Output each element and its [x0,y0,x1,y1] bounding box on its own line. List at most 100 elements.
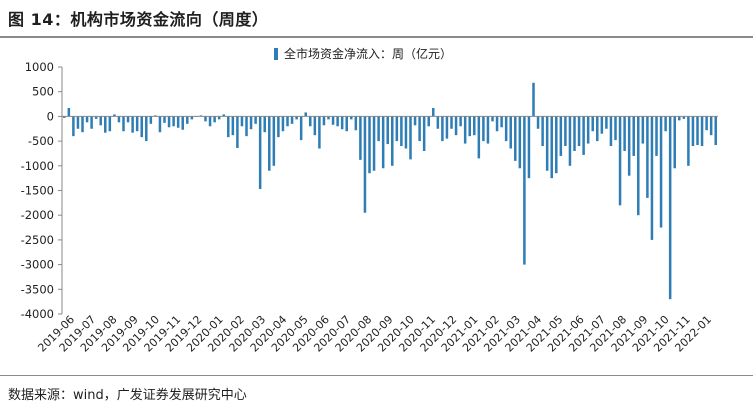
y-tick-label: -3000 [21,258,54,272]
bar [158,116,162,133]
bar [555,116,558,174]
bar [673,116,676,169]
bar [486,116,490,144]
legend-swatch [274,48,278,60]
bar [432,108,435,117]
y-tick-label: -1500 [21,184,54,198]
bar [94,116,98,119]
bar [231,116,235,136]
bar [605,116,608,129]
bar [609,116,613,147]
bar [627,116,631,176]
bar [126,116,130,123]
bar [482,116,485,142]
bar [400,116,403,147]
bar [427,116,430,127]
bar [131,116,134,133]
bar [664,116,667,132]
bar [304,112,307,117]
bar [659,116,663,228]
bar [386,116,389,145]
bar [441,116,444,142]
bar [655,116,658,156]
bar [99,116,102,126]
y-tick-label: -2500 [21,233,54,247]
bar [514,116,517,161]
bar [222,114,225,117]
bar [249,116,253,130]
bar [623,116,626,151]
bar [108,116,112,132]
bar [445,116,449,139]
bar [313,116,317,136]
bar [186,116,189,124]
bar [359,116,362,160]
bar [277,116,280,138]
figure-title: 图 14：机构市场资金流向（周度） [8,10,269,29]
bar [67,108,71,117]
bar [518,116,522,169]
bar [459,116,462,127]
bar-series [63,82,717,300]
bar [135,116,139,132]
bar [104,116,107,133]
bar [204,116,207,122]
bar [500,116,503,128]
bar [172,116,175,127]
bar [240,116,244,127]
bar [190,116,194,120]
y-tick-label: 500 [32,85,54,99]
bar [559,116,563,156]
bar [696,116,699,146]
bar [258,116,262,190]
bar [213,116,216,123]
bar [236,116,239,149]
bar [281,116,285,132]
bar [454,116,458,136]
bar [545,116,549,171]
bar [167,116,171,128]
bar [336,116,339,127]
bar [391,116,394,166]
bar [550,116,553,179]
bar [682,116,686,119]
bar [573,116,576,151]
bar [63,116,66,118]
bar [473,116,476,136]
bar [340,116,344,130]
bar [614,116,617,141]
bar [113,114,116,117]
bar [149,116,153,124]
x-axis: 2019-062019-072019-082019-092019-102019-… [35,115,718,355]
bar [318,116,321,149]
bar [290,116,294,124]
bar [541,116,544,147]
bar [418,116,421,142]
bar [463,116,467,144]
bar [85,116,89,123]
bar [404,116,408,149]
y-tick-label: -4000 [21,307,54,321]
bar [509,116,512,149]
y-tick-label: 0 [47,109,54,123]
bar [422,116,426,151]
bar [700,116,704,147]
y-axis: 1000 500 0 -500 -1000 -1500 -2000 -2500 -3000 -35… [21,60,63,321]
bar [450,116,453,129]
source-note: 数据来源：wind，广发证券发展研究中心 [8,388,247,403]
bar [263,116,266,133]
bar [72,116,75,137]
bar [568,116,572,166]
legend: 全市场资金净流入：周（亿元） [274,46,452,61]
bar [122,116,125,132]
bar [140,116,143,138]
bar [600,116,604,134]
bar [678,116,681,121]
bar [691,116,695,147]
bar [295,116,298,120]
bar [81,116,84,133]
bar [363,116,367,213]
bar [714,116,717,146]
bar [468,116,471,137]
